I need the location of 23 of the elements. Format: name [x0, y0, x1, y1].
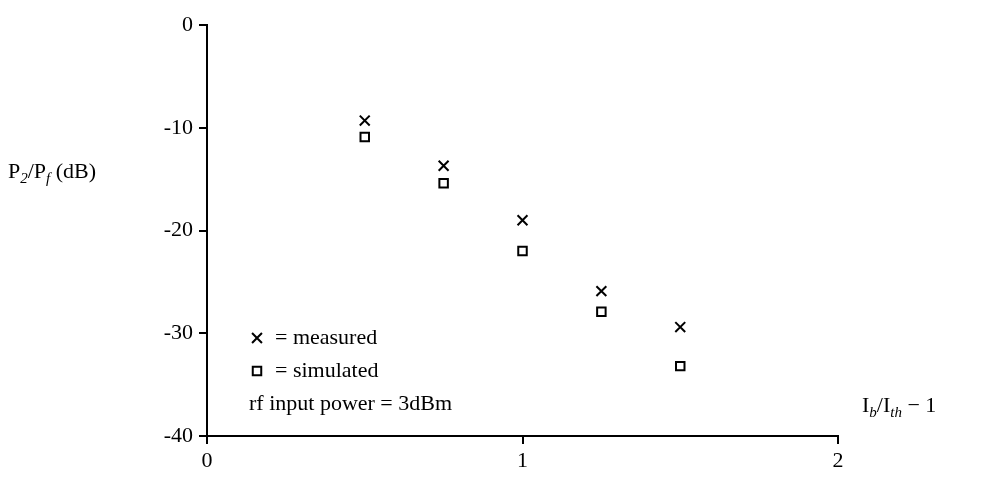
y-tick-label: -40 — [163, 421, 193, 447]
x-tick-label: 1 — [517, 446, 528, 472]
y-axis-title: P$_{2}$/P$_{f}$ (dB) — [8, 158, 97, 188]
point — [596, 306, 607, 317]
legend-label: = simulated — [275, 356, 379, 382]
point — [358, 114, 371, 127]
point — [675, 360, 686, 372]
point — [438, 177, 449, 189]
point — [516, 214, 529, 227]
legend-label: = measured — [275, 323, 378, 349]
y-tick-label: -30 — [163, 319, 193, 345]
point — [595, 285, 608, 298]
annotation: rf input power = 3dBm — [249, 389, 453, 415]
y-tick-label: 0 — [182, 10, 193, 36]
x-tick-label: 2 — [832, 446, 844, 472]
point — [437, 159, 450, 172]
point — [517, 245, 528, 257]
y-tick-label: -10 — [163, 113, 193, 139]
point — [674, 321, 687, 334]
x-axis-title: I$_{b}$/I$_{th}$ − 1 — [862, 392, 937, 422]
x-tick-label: 0 — [201, 446, 213, 472]
y-tick-label: -20 — [163, 216, 193, 242]
point — [359, 131, 370, 143]
